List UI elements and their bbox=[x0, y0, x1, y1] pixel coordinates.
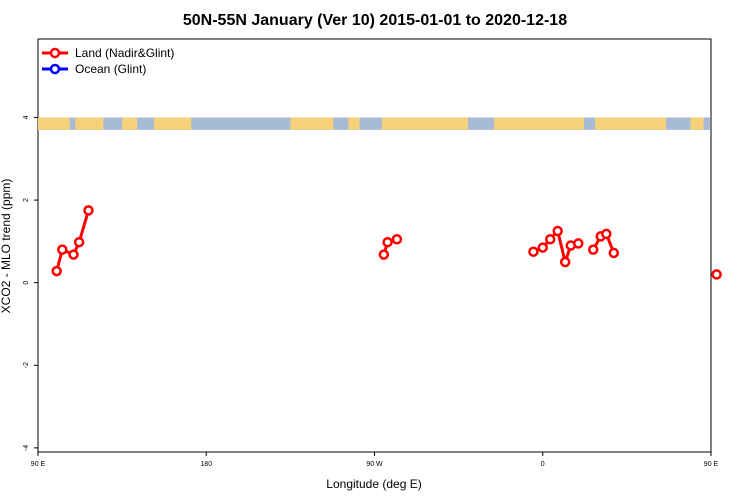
land-span bbox=[38, 117, 70, 130]
data-point bbox=[537, 242, 548, 253]
y-tick-label: 4 bbox=[23, 115, 30, 119]
data-point bbox=[601, 228, 612, 240]
chart-title: 50N-55N January (Ver 10) 2015-01-01 to 2… bbox=[183, 12, 567, 29]
x-axis: 90 E 180 90 W 0 90 E bbox=[31, 452, 719, 468]
data-point bbox=[68, 249, 79, 260]
legend-marker bbox=[49, 47, 61, 59]
land-span bbox=[153, 117, 192, 130]
land-span bbox=[494, 117, 584, 130]
data-point bbox=[552, 225, 563, 237]
y-tick-label: 2 bbox=[23, 198, 30, 202]
data-point bbox=[559, 256, 571, 268]
y-axis: -4 -2 0 2 4 bbox=[23, 115, 38, 451]
data-point bbox=[587, 244, 599, 255]
data-point bbox=[528, 246, 539, 257]
y-tick-label: 0 bbox=[23, 281, 30, 285]
x-tick-label: 90 W bbox=[366, 461, 383, 468]
land-span bbox=[381, 117, 468, 130]
data-point bbox=[544, 234, 556, 245]
y-tick-label: -4 bbox=[23, 445, 30, 451]
x-tick-label: 90 E bbox=[31, 461, 46, 468]
legend: Land (Nadir&Glint) Ocean (Glint) bbox=[42, 46, 174, 76]
data-point bbox=[83, 205, 94, 216]
land-span bbox=[75, 117, 104, 130]
x-axis-label: Longitude (deg E) bbox=[326, 477, 421, 491]
legend-marker bbox=[49, 63, 61, 75]
land-span bbox=[122, 117, 138, 130]
x-tick-label: 0 bbox=[541, 461, 545, 468]
legend-label: Land (Nadir&Glint) bbox=[75, 46, 174, 60]
data-point bbox=[57, 244, 68, 255]
data-point bbox=[391, 234, 403, 245]
x-tick-label: 90 E bbox=[704, 461, 719, 468]
data-point bbox=[711, 269, 722, 280]
land-span bbox=[690, 117, 704, 130]
series-group bbox=[51, 205, 722, 280]
data-point bbox=[608, 247, 620, 259]
data-point bbox=[573, 238, 584, 249]
land-ocean-band bbox=[38, 117, 710, 130]
data-point bbox=[51, 265, 62, 277]
land-span bbox=[290, 117, 334, 130]
land-span bbox=[348, 117, 360, 130]
data-point bbox=[73, 236, 85, 248]
y-tick-label: -2 bbox=[23, 362, 30, 368]
y-axis-label: XCO2 - MLO trend (ppm) bbox=[0, 179, 13, 314]
data-point bbox=[382, 236, 393, 248]
data-point bbox=[378, 249, 390, 260]
land-span bbox=[595, 117, 667, 130]
x-tick-label: 180 bbox=[200, 461, 212, 468]
legend-label: Ocean (Glint) bbox=[75, 62, 146, 76]
